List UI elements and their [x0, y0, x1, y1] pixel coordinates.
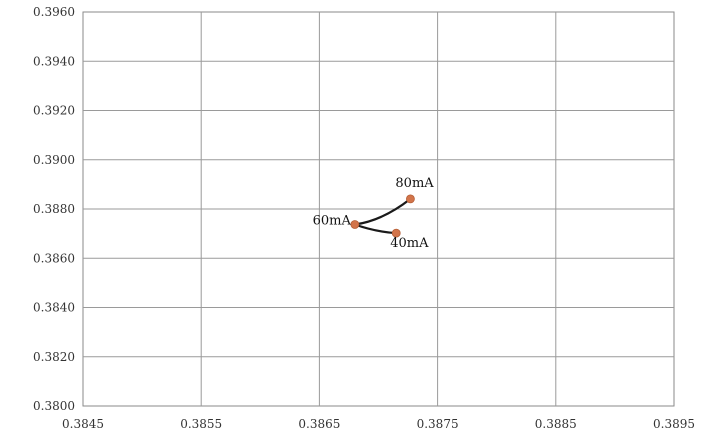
x-tick-label: 0.3865 [298, 417, 340, 431]
x-tick-label: 0.3895 [653, 417, 695, 431]
y-tick-label: 0.3880 [33, 202, 75, 216]
data-point-marker [406, 194, 415, 204]
data-point-label: 40mA [390, 236, 429, 251]
y-tick-label: 0.3960 [33, 5, 75, 19]
y-tick-label: 0.3920 [33, 104, 75, 118]
data-series: 80mA 60mA 40mA [313, 176, 435, 251]
y-tick-label: 0.3800 [33, 399, 75, 413]
x-tick-label: 0.3845 [62, 417, 104, 431]
x-tick-label: 0.3855 [180, 417, 222, 431]
x-tick-label: 0.3885 [535, 417, 577, 431]
x-tick-label: 0.3875 [417, 417, 459, 431]
y-tick-label: 0.3820 [33, 350, 75, 364]
data-point-label: 80mA [395, 176, 434, 191]
y-tick-label: 0.3860 [33, 251, 75, 265]
data-point-marker [391, 228, 401, 238]
y-tick-label: 0.3940 [33, 54, 75, 68]
data-point-label: 60mA [313, 214, 352, 229]
grid-lines [83, 12, 674, 406]
data-point-marker [350, 220, 360, 229]
axis-tick-labels: 0.3845 0.3855 0.3865 0.3875 0.3885 0.3895 0.39… [33, 5, 695, 431]
y-tick-label: 0.3900 [33, 153, 75, 167]
y-tick-label: 0.3840 [33, 301, 75, 315]
